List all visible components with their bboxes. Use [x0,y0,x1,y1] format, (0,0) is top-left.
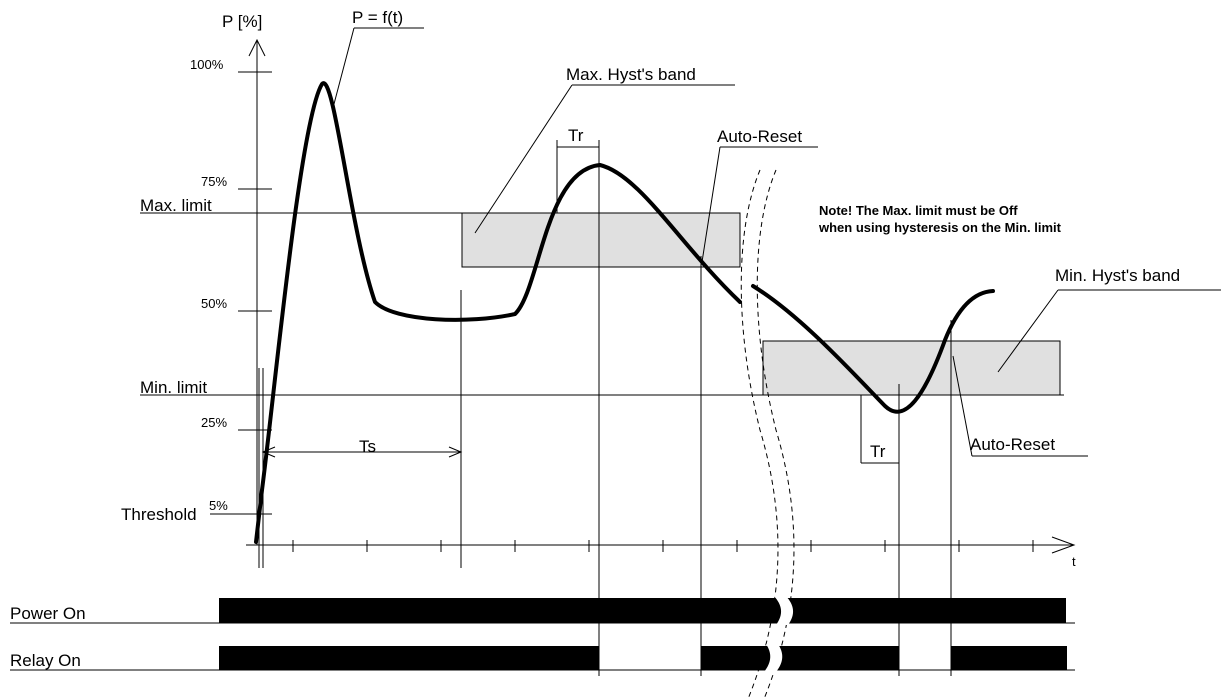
power-on-label: Power On [10,604,86,623]
tick-label-25: 25% [201,415,227,430]
max-hysteresis-band [461,212,741,268]
power-curve-part-2 [751,284,995,414]
curve-label: P = f(t) [352,8,403,27]
tr2-label: Tr [870,442,886,461]
time-break-right [756,169,795,699]
curve-label-leader [333,27,355,105]
tick-label-75: 75% [201,174,227,189]
note-line-2: when using hysteresis on the Min. limit [818,220,1062,235]
min-band-label: Min. Hyst's band [1055,266,1180,285]
min-hysteresis-band [762,340,1061,396]
power-curve-part-1 [254,81,742,544]
x-axis-title: t [1072,554,1076,569]
tick-label-5: 5% [209,498,228,513]
auto-reset-2-label: Auto-Reset [970,435,1055,454]
tick-label-50: 50% [201,296,227,311]
min-band-leader [997,289,1059,373]
max-band-label: Max. Hyst's band [566,65,696,84]
relay-on-time-break [764,644,783,672]
min-limit-label: Min. limit [140,378,207,397]
relay-on-label: Relay On [10,651,81,670]
max-limit-label: Max. limit [140,196,212,215]
time-break-left [740,169,779,699]
max-band-leader [474,84,573,234]
power-on-bar [219,598,1066,623]
y-axis-arrow [248,38,266,57]
auto-reset-1-leader [701,146,721,263]
tick-label-100: 100% [190,57,224,72]
note-line-1: Note! The Max. limit must be Off [819,203,1018,218]
ts-arrow-right [448,446,463,458]
y-axis-title: P [%] [222,12,262,31]
relay-on-bar-3 [951,646,1067,670]
power-on-time-break [774,596,794,625]
threshold-label: Threshold [121,505,197,524]
x-axis-arrow [1051,536,1076,554]
auto-reset-1-label: Auto-Reset [717,127,802,146]
ts-arrow-left [261,446,276,458]
relay-on-bar-1 [219,646,599,670]
relay-on-bar-2 [701,646,899,670]
ts-label: Ts [359,437,376,456]
x-axis-ticks [292,540,1034,552]
tr1-label: Tr [568,126,584,145]
auto-reset-2-leader [952,355,973,457]
